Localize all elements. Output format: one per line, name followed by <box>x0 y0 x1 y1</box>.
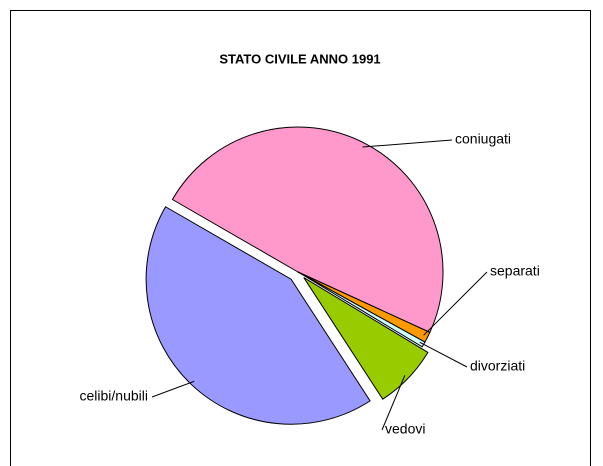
leader-line <box>362 139 453 148</box>
slice-label: separati <box>490 263 540 279</box>
chart-title: STATO CIVILE ANNO 1991 <box>219 51 380 66</box>
pie-slice <box>145 206 371 425</box>
leader-line <box>381 375 406 431</box>
slice-label: divorziati <box>470 358 525 374</box>
slice-label: coniugati <box>455 131 511 147</box>
slice-label: celibi/nubili <box>80 388 148 404</box>
pie-slice <box>171 126 444 334</box>
pie-slice <box>303 277 429 400</box>
slice-label: vedovi <box>385 421 425 437</box>
leader-line <box>419 341 468 368</box>
leader-line <box>423 271 488 336</box>
leader-line <box>151 380 195 398</box>
